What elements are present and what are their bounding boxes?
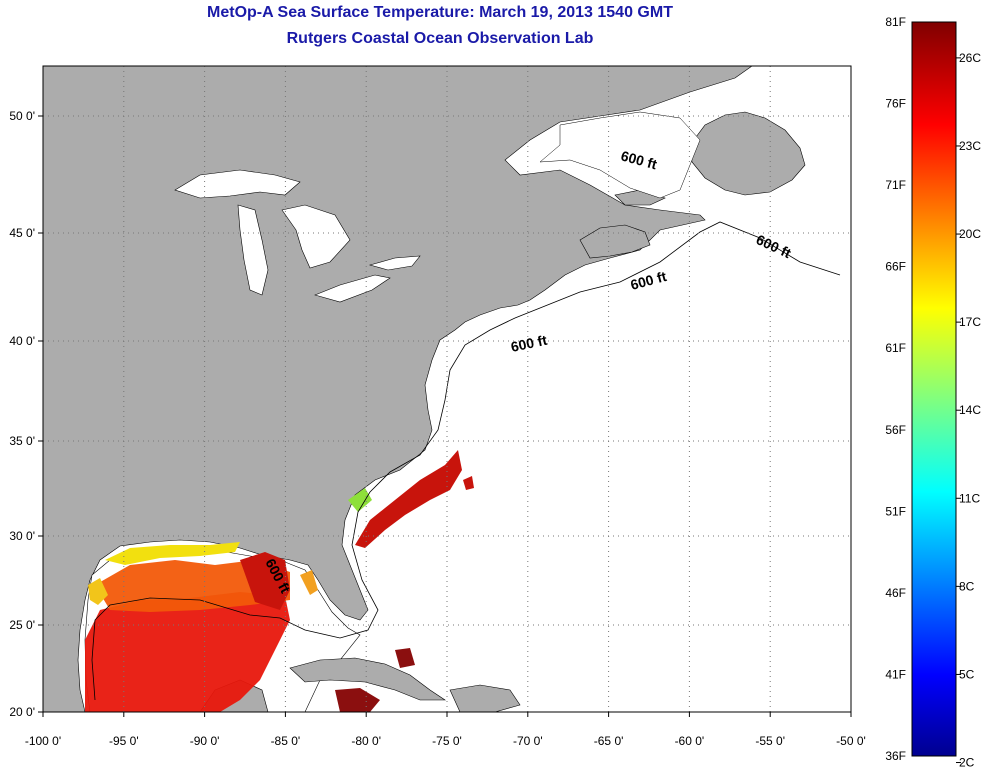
lat-tick-label: 20 0' [9,705,35,719]
sst-bahamas [395,648,415,668]
colorbar-f-labels: 81F 76F 71F 66F 61F 56F 51F 46F 41F 36F [885,15,906,763]
colorbar-c-label: 26C [959,51,981,65]
lon-axis: -100 0' -95 0' -90 0' -85 0' -80 0' -75 0' -70… [25,712,866,748]
lon-tick-label: -50 0' [836,734,866,748]
sst-florida-west [300,570,318,595]
lon-tick-label: -65 0' [594,734,624,748]
sst-carolina-shelf [348,488,372,512]
colorbar-c-label: 20C [959,227,981,241]
colorbar-f-label: 41F [885,667,906,681]
colorbar-c-label: 2C [959,756,975,770]
land-pei [614,189,666,206]
land-newfoundland [689,111,806,196]
lake-superior [174,169,301,199]
colorbar-f-label: 66F [885,260,906,274]
colorbar [911,21,957,757]
lon-tick-label: -95 0' [109,734,139,748]
sst-north-cuba [335,688,380,712]
lake-ontario [368,255,421,271]
lon-tick-label: -70 0' [513,734,543,748]
lon-tick-label: -85 0' [271,734,301,748]
lat-tick-label: 50 0' [9,109,35,123]
colorbar-f-label: 56F [885,423,906,437]
isobath-600ft [91,221,841,701]
lake-huron [281,204,351,269]
land-cuba [289,657,446,701]
colorbar-f-label: 61F [885,341,906,355]
sst-gulf-north-coast [105,542,240,565]
contour-label-4: 600 ft [509,332,548,355]
lat-tick-label: 25 0' [9,618,35,632]
lat-axis: 20 0' 25 0' 30 0' 35 0' 40 0' 45 0' 50 0' [9,109,43,719]
gulf-st-lawrence [539,111,701,199]
colorbar-c-label: 14C [959,403,981,417]
colorbar-f-label: 36F [885,749,906,763]
colorbar-f-label: 71F [885,178,906,192]
sst-gs-offshore [463,476,474,490]
lake-michigan [237,204,269,296]
lon-tick-label: -75 0' [432,734,462,748]
chart-subtitle: Rutgers Coastal Ocean Observation Lab [286,30,594,47]
colorbar-c-label: 5C [959,667,975,681]
land-hispaniola [449,684,521,712]
colorbar-f-label: 46F [885,586,906,600]
lon-tick-label: -60 0' [675,734,705,748]
lon-tick-label: -90 0' [190,734,220,748]
lat-tick-label: 35 0' [9,434,35,448]
lon-tick-label: -55 0' [755,734,785,748]
colorbar-c-labels: 26C 23C 20C 17C 14C 11C 8C 5C 2C [956,51,981,770]
lat-tick-label: 40 0' [9,334,35,348]
colorbar-f-label: 51F [885,504,906,518]
colorbar-c-label: 23C [959,139,981,153]
lat-tick-label: 45 0' [9,226,35,240]
colorbar-c-label: 8C [959,579,975,593]
lon-tick-label: -80 0' [351,734,381,748]
chart-title: MetOp-A Sea Surface Temperature: March 1… [207,4,673,21]
colorbar-f-label: 76F [885,97,906,111]
lake-erie [314,274,391,303]
colorbar-f-label: 81F [885,15,906,29]
sst-gulf-warm [85,592,290,712]
lon-tick-label: -100 0' [25,734,61,748]
colorbar-c-label: 17C [959,315,981,329]
sst-gulf-stream [355,450,462,548]
colorbar-c-label: 11C [959,491,980,505]
land-north-america [43,66,753,712]
lat-tick-label: 30 0' [9,529,35,543]
sst-gulf-loop [240,552,290,610]
sst-texas-coast [88,578,108,605]
